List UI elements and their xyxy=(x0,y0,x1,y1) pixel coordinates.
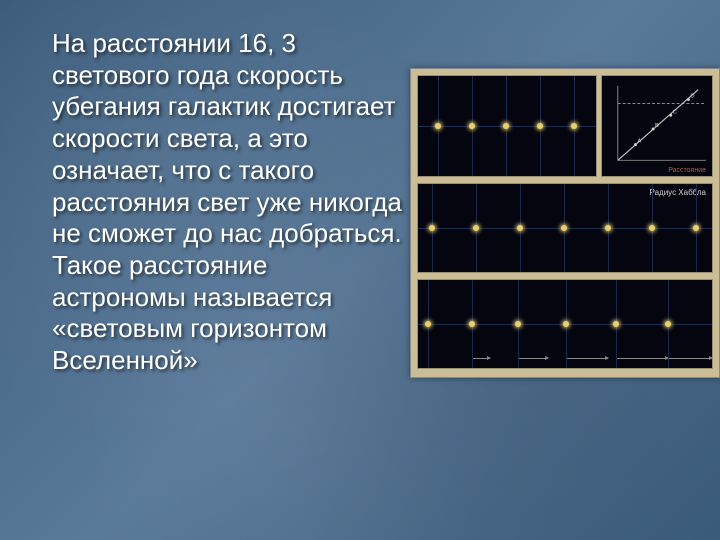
hubble-figure: A B C D Расстояние Радиус Хаббла xyxy=(410,68,720,378)
galaxy-panel-top xyxy=(417,75,597,177)
galaxy-dot xyxy=(429,225,435,231)
galaxy-dot xyxy=(693,225,699,231)
galaxy-dot xyxy=(517,225,523,231)
galaxy-panel-bottom xyxy=(417,279,713,369)
expansion-arrow xyxy=(668,358,712,359)
galaxy-dot xyxy=(665,321,671,327)
galaxy-dot xyxy=(605,225,611,231)
galaxy-panel-mid: Радиус Хаббла xyxy=(417,183,713,273)
galaxy-dot xyxy=(435,123,441,129)
galaxy-dot xyxy=(469,123,475,129)
galaxy-dot xyxy=(469,321,475,327)
galaxy-dot xyxy=(649,225,655,231)
galaxy-dot xyxy=(425,321,431,327)
galaxy-dot xyxy=(561,225,567,231)
velocity-distance-chart: A B C D Расстояние xyxy=(601,75,713,177)
chart-x-label: Расстояние xyxy=(668,167,706,174)
expansion-arrow xyxy=(566,358,608,359)
expansion-arrow xyxy=(518,358,548,359)
figure-top-row: A B C D Расстояние xyxy=(417,75,713,177)
svg-text:D: D xyxy=(690,94,694,100)
galaxy-dot xyxy=(563,321,569,327)
galaxy-dot xyxy=(613,321,619,327)
galaxy-dot xyxy=(473,225,479,231)
expansion-arrow xyxy=(616,358,668,359)
galaxy-dot xyxy=(503,123,509,129)
svg-text:B: B xyxy=(655,123,659,129)
slide: На расстоянии 16, 3 светового года скоро… xyxy=(0,0,720,540)
galaxy-dot xyxy=(537,123,543,129)
expansion-arrow xyxy=(472,358,490,359)
svg-text:A: A xyxy=(637,139,641,145)
galaxy-dot xyxy=(515,321,521,327)
chart-svg: A B C D xyxy=(602,76,712,176)
galaxy-dot xyxy=(571,123,577,129)
hubble-radius-label: Радиус Хаббла xyxy=(650,188,707,197)
main-text: На расстоянии 16, 3 светового года скоро… xyxy=(52,28,407,377)
svg-text:C: C xyxy=(673,109,678,115)
